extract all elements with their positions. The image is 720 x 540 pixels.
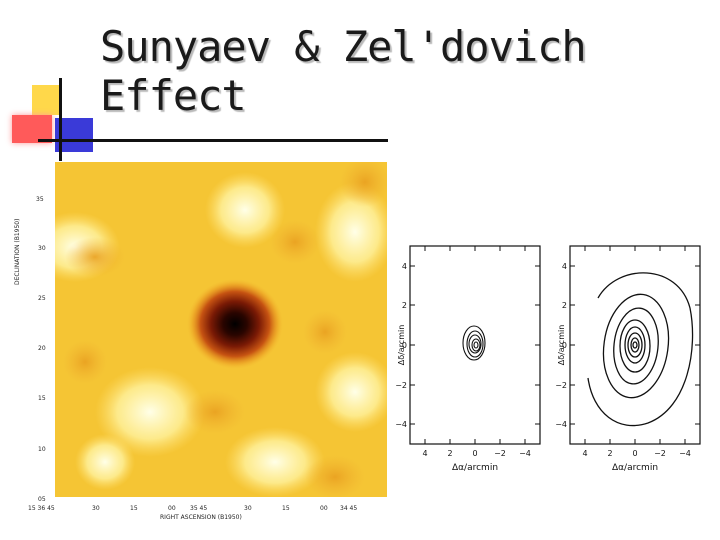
bright-blob — [75, 434, 135, 490]
map-y-axis-title: DECLINATION (B1950) — [14, 218, 21, 285]
y-tick: 0 — [562, 341, 567, 350]
orange-blob — [65, 237, 125, 277]
x-tick: −4 — [519, 449, 531, 458]
decor-horizontal-line — [38, 139, 388, 142]
sz-decrement-map — [55, 162, 387, 497]
y-tick: 2 — [402, 301, 407, 310]
bright-blob — [205, 172, 285, 248]
x-tick: 2 — [607, 449, 612, 458]
contour-lines — [587, 272, 694, 427]
contour-lines — [462, 325, 486, 361]
y-tick: −2 — [395, 381, 407, 390]
map-x-tick: 15 — [282, 505, 290, 512]
map-x-tick: 30 — [244, 505, 252, 512]
map-x-tick: 00 — [168, 505, 176, 512]
map-x-tick: 15 — [130, 505, 138, 512]
map-y-tick: 20 — [38, 345, 46, 352]
map-x-tick: 35 45 — [190, 505, 208, 512]
map-y-tick: 25 — [38, 295, 46, 302]
decor-red-square — [12, 115, 52, 143]
x-tick: 0 — [472, 449, 477, 458]
bright-blob — [315, 352, 387, 432]
map-x-tick: 34 45 — [340, 505, 358, 512]
y-tick: −2 — [555, 381, 567, 390]
orange-blob — [303, 310, 347, 354]
orange-blob — [340, 162, 387, 207]
x-tick: 0 — [632, 449, 637, 458]
y-tick: 4 — [562, 262, 567, 271]
bright-blob — [95, 367, 205, 457]
decor-vertical-line — [59, 78, 62, 161]
x-tick: 4 — [422, 449, 427, 458]
contour-panel-right: 4 2 0 −2 −4 4 2 0 −2 −4 Δα/arcmin Δδ/arc… — [555, 245, 701, 473]
map-y-tick: 30 — [38, 245, 46, 252]
orange-blob — [270, 220, 320, 264]
orange-blob — [63, 340, 107, 384]
panel-frame — [409, 245, 541, 445]
map-x-tick: 15 36 45 — [28, 505, 55, 512]
map-x-tick: 00 — [320, 505, 328, 512]
map-y-tick: 10 — [38, 446, 46, 453]
orange-blob — [305, 455, 365, 497]
map-x-tick: 30 — [92, 505, 100, 512]
x-tick: −4 — [679, 449, 691, 458]
y-tick: −4 — [395, 420, 407, 429]
slide-title: Sunyaev & Zel'dovich Effect — [100, 22, 587, 120]
sz-map-image — [55, 162, 387, 497]
bright-blob — [225, 427, 325, 497]
orange-blob — [185, 390, 245, 434]
bright-blob — [315, 182, 387, 282]
y-tick: 2 — [562, 301, 567, 310]
sz-decrement-spot — [187, 279, 283, 369]
x-tick: −2 — [654, 449, 666, 458]
map-y-tick: 05 — [38, 496, 46, 503]
panel-frame — [569, 245, 701, 445]
y-axis-label: Δδ/arcmin — [397, 325, 406, 366]
x-axis-label: Δα/arcmin — [612, 463, 658, 473]
y-tick: −4 — [555, 420, 567, 429]
x-axis-label: Δα/arcmin — [452, 463, 498, 473]
x-tick: −2 — [494, 449, 506, 458]
map-x-axis-title: RIGHT ASCENSION (B1950) — [160, 514, 242, 521]
contour-panel-left: 4 2 0 −2 −4 4 2 0 −2 −4 Δα/arcmin Δδ/arc… — [395, 245, 541, 473]
y-tick: 0 — [402, 341, 407, 350]
y-tick: 4 — [402, 262, 407, 271]
x-tick: 4 — [582, 449, 587, 458]
decor-yellow-square — [32, 85, 62, 115]
x-tick: 2 — [447, 449, 452, 458]
y-axis-label: Δδ/arcmin — [557, 325, 566, 366]
map-y-tick: 15 — [38, 395, 46, 402]
map-y-tick: 35 — [36, 196, 44, 203]
